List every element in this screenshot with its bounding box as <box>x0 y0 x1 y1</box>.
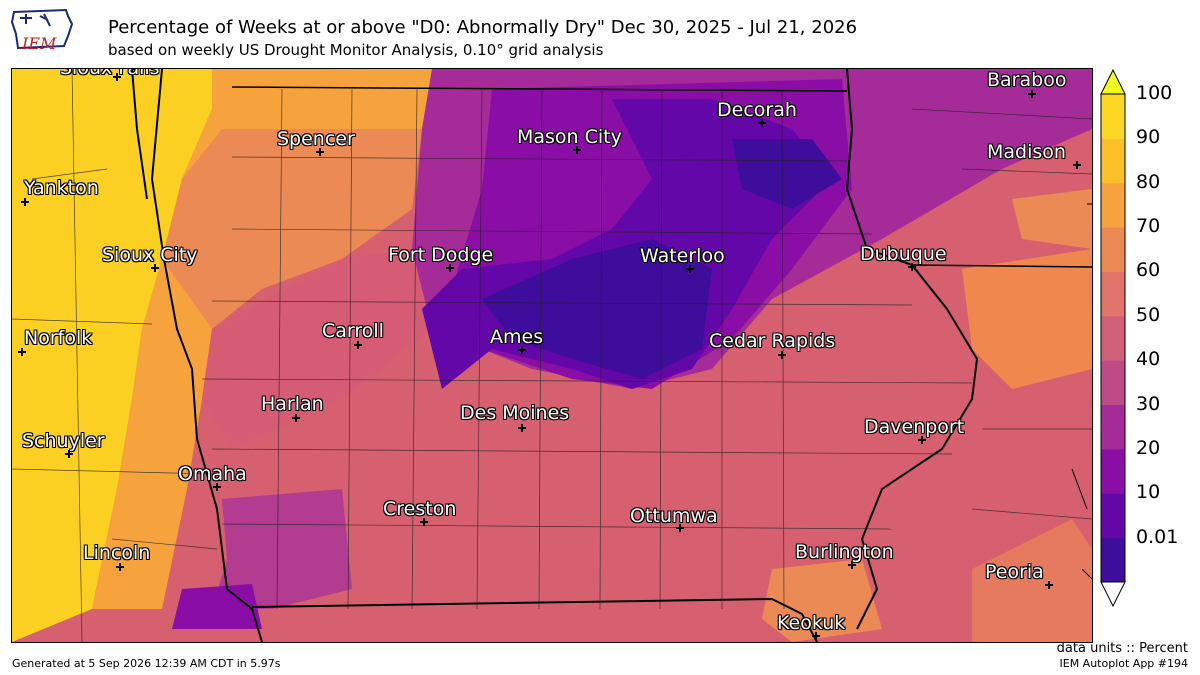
city-label-decorah: Decorah <box>717 99 797 121</box>
city-marker <box>918 436 926 444</box>
city-label-lincoln: Lincoln <box>83 542 151 564</box>
city-marker <box>65 450 73 458</box>
city-marker <box>676 524 684 532</box>
colorbar-tick-label: 80 <box>1136 170 1161 193</box>
city-label-spencer: Spencer <box>277 128 355 150</box>
colorbar-segment <box>1101 94 1125 139</box>
city-label-yankton: Yankton <box>24 177 99 199</box>
generated-timestamp: Generated at 5 Sep 2026 12:39 AM CDT in … <box>12 657 281 670</box>
drought-map <box>12 69 1092 642</box>
city-marker <box>573 146 581 154</box>
city-marker <box>113 73 121 81</box>
colorbar-tick-label: 90 <box>1136 126 1161 149</box>
city-label-keokuk: Keokuk <box>777 612 846 634</box>
city-marker <box>686 265 694 273</box>
city-label-ames: Ames <box>490 326 544 348</box>
map-subtitle: based on weekly US Drought Monitor Analy… <box>108 41 604 59</box>
city-label-dubuque: Dubuque <box>860 243 947 265</box>
city-label-davenport: Davenport <box>864 416 965 438</box>
city-label-ottumwa: Ottumwa <box>630 505 718 527</box>
colorbar-tick-label: 30 <box>1136 392 1161 415</box>
city-label-baraboo: Baraboo <box>987 69 1067 91</box>
city-marker <box>446 264 454 272</box>
map-area: Sioux Falls Baraboo Decorah Spencer Maso… <box>11 68 1093 643</box>
colorbar-tick-label: 10 <box>1136 481 1161 504</box>
city-marker <box>518 346 526 354</box>
city-marker <box>848 561 856 569</box>
colorbar-segment <box>1101 537 1125 583</box>
colorbar-tick-label: 50 <box>1136 303 1161 326</box>
colorbar-segment <box>1101 360 1125 406</box>
city-marker <box>213 483 221 491</box>
city-marker <box>151 264 159 272</box>
city-label-sioux-falls: Sioux Falls <box>60 68 160 79</box>
colorbar-segment <box>1101 493 1125 539</box>
city-label-burlington: Burlington <box>795 541 894 563</box>
city-label-harlan: Harlan <box>261 393 324 415</box>
city-label-mason-city: Mason City <box>517 126 622 148</box>
city-label-peoria: Peoria <box>985 561 1044 583</box>
map-title: Percentage of Weeks at or above "D0: Abn… <box>108 17 858 38</box>
colorbar-segment <box>1101 448 1125 494</box>
colorbar-tick-label: 70 <box>1136 215 1161 238</box>
city-marker <box>1028 90 1036 98</box>
colorbar-tick-label: 60 <box>1136 259 1161 282</box>
colorbar-segment <box>1101 404 1125 450</box>
colorbar-segment <box>1101 271 1125 317</box>
colorbar-tick-label: 40 <box>1136 348 1161 371</box>
app-id: IEM Autoplot App #194 <box>1059 657 1189 670</box>
city-marker <box>18 348 26 356</box>
city-marker <box>518 424 526 432</box>
city-label-norfolk: Norfolk <box>24 327 93 349</box>
colorbar-tick-label: 100 <box>1136 82 1173 104</box>
city-marker <box>116 563 124 571</box>
city-label-schuyler: Schuyler <box>22 430 105 452</box>
colorbar-tick-label: 0.01 <box>1136 525 1179 548</box>
city-label-cedar-rapids: Cedar Rapids <box>709 330 836 352</box>
colorbar-tick-label: 20 <box>1136 436 1161 459</box>
city-marker <box>778 351 786 359</box>
iem-logo-text: IEM <box>22 34 57 53</box>
city-label-waterloo: Waterloo <box>640 245 725 267</box>
city-marker <box>812 632 820 640</box>
city-marker <box>21 198 29 206</box>
city-marker <box>316 148 324 156</box>
city-label-carroll: Carroll <box>322 320 384 342</box>
city-marker <box>1073 161 1081 169</box>
city-label-creston: Creston <box>383 498 457 520</box>
city-marker <box>354 341 362 349</box>
city-marker <box>1045 581 1053 589</box>
colorbar-segment <box>1101 182 1125 228</box>
colorbar <box>1100 68 1126 608</box>
city-marker <box>758 119 766 127</box>
colorbar-segment <box>1101 138 1125 184</box>
city-label-madison: Madison <box>987 141 1066 163</box>
colorbar-segment <box>1101 315 1125 361</box>
city-marker <box>908 263 916 271</box>
city-label-omaha: Omaha <box>178 463 247 485</box>
city-label-sioux-city: Sioux City <box>102 244 198 266</box>
city-label-fort-dodge: Fort Dodge <box>388 244 494 266</box>
city-label-des-moines: Des Moines <box>460 402 570 424</box>
iem-logo: IEM <box>10 6 74 58</box>
colorbar-segment <box>1101 227 1125 272</box>
city-marker <box>420 518 428 526</box>
data-units: data units :: Percent <box>1056 641 1188 656</box>
city-marker <box>292 414 300 422</box>
